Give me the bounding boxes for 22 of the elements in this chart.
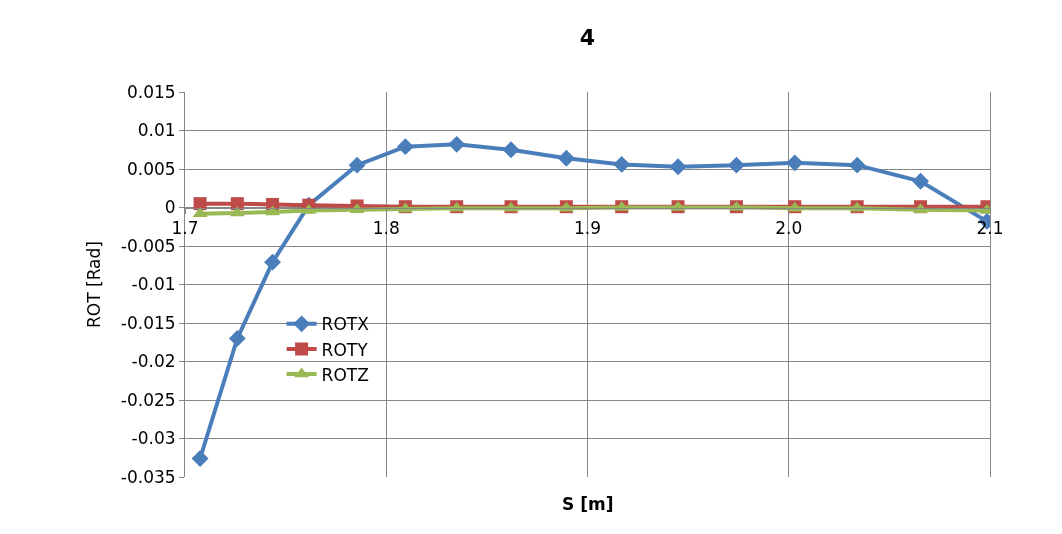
y-tick-label: -0.01	[131, 274, 176, 295]
x-tick-label: 2.0	[775, 217, 803, 238]
legend-label: ROTZ	[321, 364, 369, 385]
y-tick-label: 0.005	[126, 158, 176, 179]
y-tick-label: -0.005	[120, 235, 176, 256]
y-tick-label: 0.015	[126, 81, 176, 102]
y-axis-title: ROT [Rad]	[84, 241, 105, 328]
y-tick-label: 0.01	[137, 120, 176, 141]
x-tick-label: 1.9	[573, 217, 602, 238]
y-tick-label: -0.025	[120, 389, 176, 410]
x-tick-label: 1.7	[171, 217, 199, 238]
legend-label: ROTX	[321, 314, 370, 335]
legend-label: ROTY	[321, 339, 369, 360]
chart-title: 4	[579, 25, 596, 51]
x-tick-label: 1.8	[372, 217, 400, 238]
x-tick-label: 2.1	[976, 217, 1004, 238]
y-tick-label: -0.03	[131, 428, 176, 449]
x-axis-title: S [m]	[562, 494, 614, 514]
y-tick-label: 0	[164, 197, 176, 218]
y-tick-label: -0.015	[120, 312, 176, 333]
y-tick-label: -0.035	[120, 466, 176, 487]
y-tick-label: -0.02	[131, 351, 176, 372]
